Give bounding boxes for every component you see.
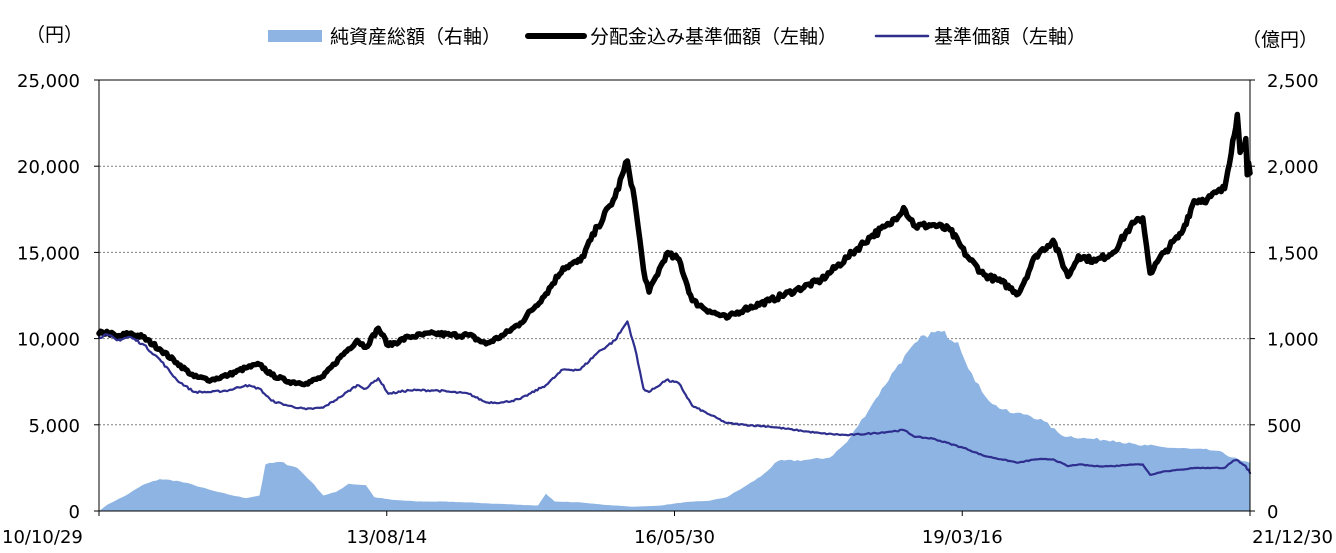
x-axis-tick-label: 19/03/16 xyxy=(922,527,1003,548)
net-assets-area xyxy=(99,330,1250,511)
right-axis-tick-label: 0 xyxy=(1267,502,1278,523)
left-axis-tick-label: 5,000 xyxy=(28,416,80,437)
left-axis-tick-label: 0 xyxy=(69,502,80,523)
right-axis-tick-label: 2,500 xyxy=(1267,71,1319,92)
left-axis-tick-label: 25,000 xyxy=(17,71,80,92)
left-axis-unit: （円） xyxy=(26,24,83,46)
left-axis-tick-label: 20,000 xyxy=(17,157,80,178)
legend-nav-label: 基準価額（左軸） xyxy=(934,26,1086,48)
area-series-layer xyxy=(99,330,1250,511)
right-axis-unit: （億円） xyxy=(1242,29,1318,51)
legend-net-assets-swatch xyxy=(268,30,322,42)
right-axis-tick-label: 2,000 xyxy=(1267,157,1319,178)
right-axis-tick-label: 1,500 xyxy=(1267,243,1319,264)
nav-line xyxy=(97,320,1252,476)
x-axis-tick-label: 13/08/14 xyxy=(346,527,427,548)
left-axis-tick-label: 10,000 xyxy=(17,330,80,351)
legend-net-assets-label: 純資産総額（右軸） xyxy=(330,26,501,48)
legend: 純資産総額（右軸） 分配金込み基準価額（左軸） 基準価額（左軸） xyxy=(268,26,1086,48)
x-axis-tick-label: 21/12/30 xyxy=(1252,527,1333,548)
right-axis-tick-label: 1,000 xyxy=(1267,330,1319,351)
legend-nav-with-dividends-label: 分配金込み基準価額（左軸） xyxy=(590,26,837,48)
gridlines xyxy=(99,165,1250,426)
axes: 0 5,000 10,000 15,000 20,000 25,000 0 500 1,000 1… xyxy=(2,71,1333,548)
x-axis-tick-label: 10/10/29 xyxy=(2,527,83,548)
line-series-layer xyxy=(96,111,1253,476)
x-axis-tick-label: 16/05/30 xyxy=(634,527,715,548)
left-axis-tick-label: 15,000 xyxy=(17,243,80,264)
right-axis-tick-label: 500 xyxy=(1267,416,1301,437)
nav-with-dividends-line xyxy=(96,111,1253,388)
